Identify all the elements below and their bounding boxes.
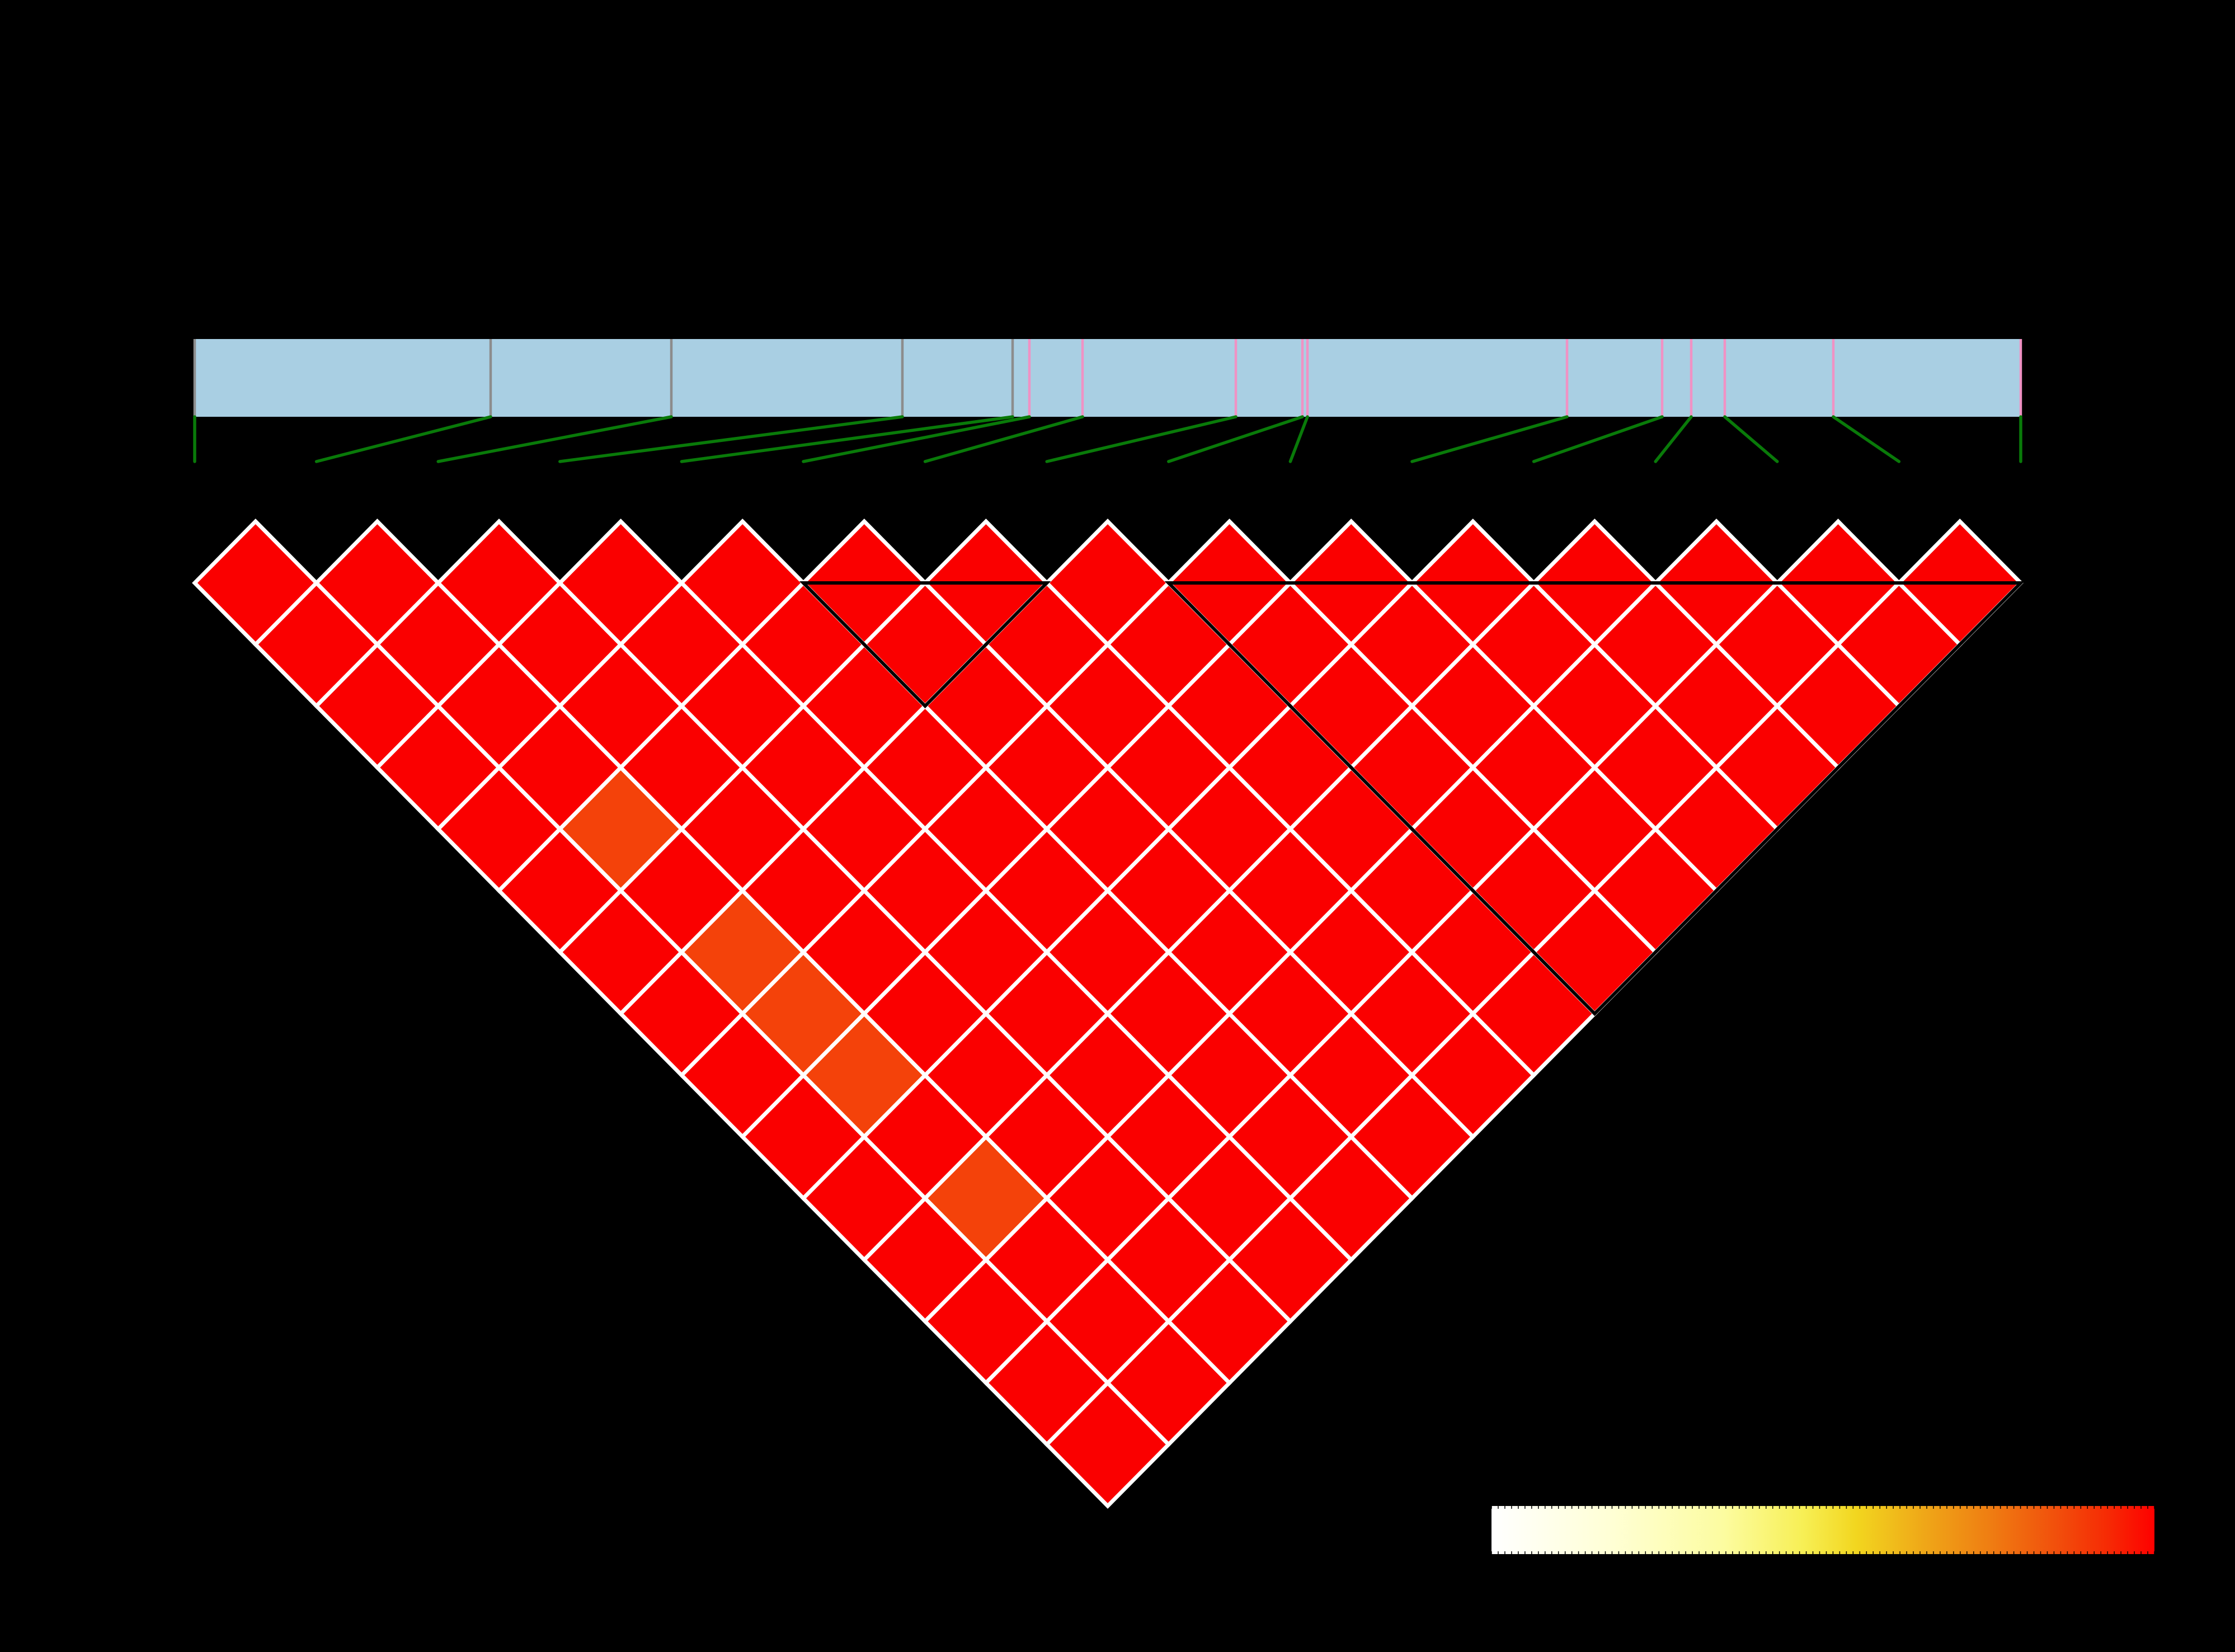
marker-connector-line-10 [1288,415,1309,463]
genomic-bar-group [195,339,2021,417]
haplotype-block-outline-2 [1164,581,2025,1016]
marker-connector-line-6 [802,415,1031,463]
marker-connector-line-14 [1723,415,1779,463]
connector-lines-group [193,415,2022,463]
marker-connector-line-8 [1045,415,1238,463]
color-key-group [1491,1506,2155,1554]
marker-connector-line-4 [558,415,904,463]
marker-connector-line-7 [923,415,1084,463]
color-key-bar [1491,1506,2154,1554]
marker-connector-line-5 [680,415,1014,463]
marker-connector-line-13 [1654,415,1693,463]
marker-connector-line-9 [1167,415,1304,463]
marker-ticks-group [193,339,2022,417]
genomic-region-bar [195,339,2021,417]
marker-connector-line-3 [436,415,673,463]
marker-connector-line-11 [1410,415,1569,463]
marker-connector-line-2 [314,415,492,463]
marker-connector-line-15 [1832,415,1901,463]
ld-matrix-group [192,519,2024,1509]
haplotype-block-outline-1 [799,581,1051,709]
block-outlines-group [799,581,2025,1016]
marker-connector-line-12 [1532,415,1664,463]
